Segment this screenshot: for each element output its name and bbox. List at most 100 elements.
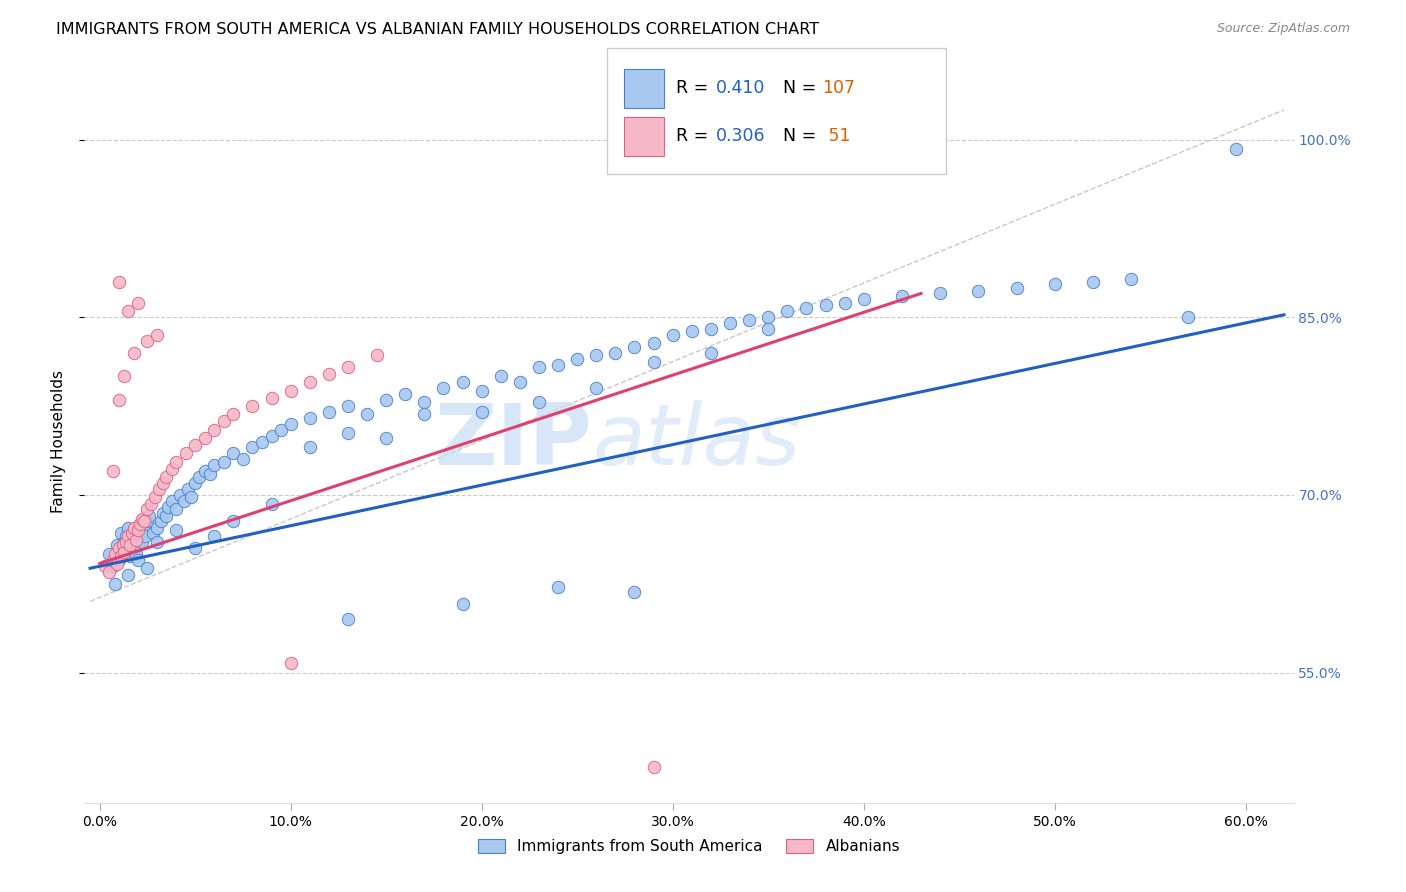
Point: [152, 506, 174, 520]
Point: [336, 612, 359, 626]
Point: [356, 407, 378, 421]
Point: [176, 482, 198, 496]
Point: [375, 431, 398, 445]
Point: [114, 535, 136, 549]
Point: [94, 558, 117, 573]
Point: [413, 395, 436, 409]
Point: [184, 475, 207, 490]
Point: [756, 322, 779, 336]
Point: [527, 359, 550, 374]
Point: [280, 417, 302, 431]
Point: [585, 381, 607, 395]
Point: [567, 351, 589, 366]
Point: [643, 355, 665, 369]
Text: ZIP: ZIP: [434, 400, 592, 483]
Point: [120, 549, 142, 564]
Point: [146, 535, 169, 549]
Point: [451, 376, 474, 390]
Text: R =: R =: [676, 128, 714, 145]
Point: [160, 462, 183, 476]
Point: [110, 549, 132, 564]
Point: [756, 310, 779, 325]
Point: [718, 316, 741, 330]
Point: [122, 345, 145, 359]
Point: [202, 529, 225, 543]
Point: [375, 393, 398, 408]
Point: [270, 423, 292, 437]
Point: [107, 393, 129, 408]
Point: [1121, 272, 1143, 286]
Point: [336, 399, 359, 413]
Point: [202, 423, 225, 437]
Point: [184, 438, 207, 452]
Point: [128, 517, 150, 532]
Point: [149, 514, 172, 528]
Point: [336, 426, 359, 441]
Point: [131, 535, 153, 549]
Text: N =: N =: [783, 79, 823, 97]
Point: [111, 541, 134, 556]
Point: [700, 345, 723, 359]
Point: [527, 395, 550, 409]
Point: [509, 376, 531, 390]
Point: [136, 514, 159, 528]
Point: [489, 369, 512, 384]
Point: [117, 568, 139, 582]
Point: [107, 275, 129, 289]
Point: [127, 296, 149, 310]
Point: [298, 410, 321, 425]
Point: [98, 565, 121, 579]
Point: [280, 384, 302, 398]
Point: [136, 561, 159, 575]
Legend: Immigrants from South America, Albanians: Immigrants from South America, Albanians: [471, 832, 907, 860]
Point: [413, 407, 436, 421]
Text: 0.410: 0.410: [716, 79, 765, 97]
Point: [180, 490, 202, 504]
Point: [834, 296, 856, 310]
Point: [1005, 280, 1028, 294]
Point: [260, 428, 283, 442]
Point: [165, 455, 187, 469]
Point: [451, 597, 474, 611]
Point: [280, 656, 302, 670]
Point: [200, 467, 222, 481]
Point: [114, 544, 136, 558]
Point: [738, 312, 761, 326]
Point: [661, 327, 683, 342]
Point: [114, 369, 136, 384]
Text: 107: 107: [823, 79, 855, 97]
Text: Source: ZipAtlas.com: Source: ZipAtlas.com: [1216, 22, 1350, 36]
Point: [138, 509, 160, 524]
Text: 51: 51: [823, 128, 851, 145]
Point: [250, 434, 273, 449]
Point: [318, 367, 340, 381]
Point: [132, 521, 155, 535]
Point: [366, 348, 388, 362]
Point: [174, 446, 197, 460]
Point: [222, 407, 245, 421]
Point: [143, 490, 166, 504]
Point: [132, 514, 155, 528]
Point: [318, 405, 340, 419]
Point: [643, 336, 665, 351]
Point: [1225, 142, 1247, 156]
Point: [260, 497, 283, 511]
Point: [585, 348, 607, 362]
Point: [700, 322, 723, 336]
Point: [814, 298, 837, 312]
Point: [155, 509, 177, 524]
Point: [394, 387, 416, 401]
Point: [136, 334, 159, 348]
Point: [142, 525, 165, 540]
Point: [890, 289, 912, 303]
Point: [107, 553, 129, 567]
Point: [222, 514, 245, 528]
Text: N =: N =: [783, 128, 823, 145]
Point: [242, 441, 264, 455]
Point: [160, 493, 183, 508]
Point: [104, 576, 127, 591]
Point: [547, 580, 569, 594]
Point: [125, 547, 148, 561]
Point: [141, 497, 163, 511]
Point: [222, 446, 245, 460]
